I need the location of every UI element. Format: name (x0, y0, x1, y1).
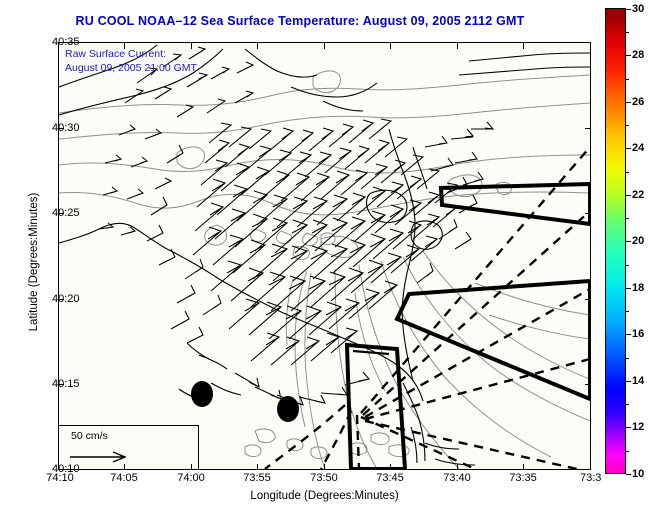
colorbar-minor-tick (626, 404, 629, 405)
colorbar-tick-label: 28 (632, 49, 645, 61)
colorbar-minor-tick (626, 358, 629, 359)
colorbar-tick-label: 18 (632, 282, 645, 294)
x-tick-label: 73:55 (243, 472, 271, 484)
colorbar-tick (626, 427, 631, 428)
colorbar-tick (626, 381, 631, 382)
colorbar-tick (626, 55, 631, 56)
colorbar-minor-tick (626, 32, 629, 33)
colorbar-minor-tick (626, 125, 629, 126)
coastline-layer (59, 44, 590, 466)
colorbar-tick-label: 30 (632, 3, 645, 15)
y-tick-right (585, 213, 591, 214)
x-tick (257, 464, 258, 470)
y-tick-right (585, 384, 591, 385)
radar-station-marker (191, 381, 213, 407)
colorbar-tick (626, 474, 631, 475)
x-tick-top (257, 43, 258, 49)
x-tick-label: 74:05 (110, 472, 138, 484)
x-tick (191, 464, 192, 470)
surface-current-vector-field (98, 46, 495, 406)
x-tick-label: 73:50 (310, 472, 338, 484)
colorbar-minor-tick (626, 79, 629, 80)
x-tick-label: 74:10 (46, 472, 74, 484)
x-tick-label: 73:45 (376, 472, 404, 484)
vector-scale-legend: 50 cm/s (59, 425, 199, 469)
y-tick (58, 299, 64, 300)
vector-scale-label: 50 cm/s (71, 430, 108, 442)
colorbar-minor-tick (626, 451, 629, 452)
colorbar-tick (626, 288, 631, 289)
colorbar-tick-label: 20 (632, 235, 645, 247)
colorbar-tick (626, 102, 631, 103)
x-tick-label: 73:3 (580, 472, 602, 484)
figure-title: RU COOL NOAA–12 Sea Surface Temperature:… (75, 14, 525, 28)
y-tick (58, 128, 64, 129)
radar-station-marker (277, 396, 299, 422)
colorbar-tick (626, 241, 631, 242)
colorbar-tick (626, 334, 631, 335)
x-tick-top (390, 43, 391, 49)
y-axis-title: Latitude (Degrees:Minutes) (28, 192, 40, 332)
colorbar-tick-label: 16 (632, 328, 645, 340)
x-tick (390, 464, 391, 470)
x-tick (324, 464, 325, 470)
x-tick-top (124, 43, 125, 49)
y-tick (58, 469, 64, 470)
x-tick-top (324, 43, 325, 49)
map-plot-area: Raw Surface Current: August 09, 2005 21:… (58, 42, 591, 470)
y-tick-right (585, 128, 591, 129)
x-tick (58, 464, 59, 470)
colorbar-minor-tick (626, 265, 629, 266)
surface-current-annotation: Raw Surface Current: August 09, 2005 21:… (65, 47, 197, 75)
y-tick-right (585, 299, 591, 300)
annotation-line-2: August 09, 2005 21:00 GMT (65, 62, 197, 74)
x-tick-top (191, 43, 192, 49)
radar-coverage-sectors (344, 181, 590, 469)
colorbar-minor-tick (626, 218, 629, 219)
x-tick-top (523, 43, 524, 49)
x-tick-label: 74:00 (177, 472, 205, 484)
colorbar-tick (626, 195, 631, 196)
colorbar-tick-label: 24 (632, 142, 645, 154)
colorbar-tick-label: 14 (632, 375, 645, 387)
x-tick (124, 464, 125, 470)
colorbar-minor-tick (626, 311, 629, 312)
x-tick-top (457, 43, 458, 49)
colorbar-tick-label: 26 (632, 96, 645, 108)
x-tick (457, 464, 458, 470)
radar-coverage-sector-inner (352, 349, 390, 356)
x-tick (523, 464, 524, 470)
right-arrow-icon (69, 450, 131, 468)
colorbar-minor-tick (626, 172, 629, 173)
x-tick-label: 73:35 (509, 472, 537, 484)
colorbar-tick-label: 12 (632, 421, 645, 433)
map-graphics (59, 43, 590, 469)
colorbar-tick (626, 148, 631, 149)
colorbar-tick (626, 9, 631, 10)
y-tick (58, 384, 64, 385)
temperature-colorbar (605, 8, 626, 474)
annotation-line-1: Raw Surface Current: (65, 48, 166, 60)
x-tick (590, 464, 591, 470)
colorbar-tick-label: 22 (632, 189, 645, 201)
y-tick (58, 213, 64, 214)
x-axis-title: Longitude (Degrees:Minutes) (250, 490, 399, 502)
colorbar-tick-label: 10 (632, 468, 645, 480)
x-tick-label: 73:40 (443, 472, 471, 484)
y-tick (58, 42, 64, 43)
